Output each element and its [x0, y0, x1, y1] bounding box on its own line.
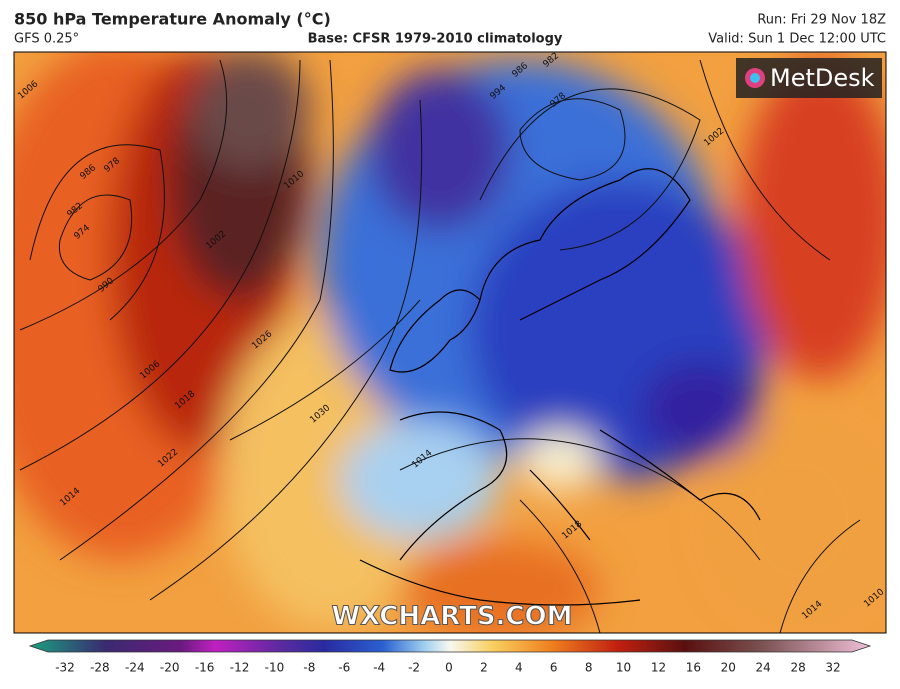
colorbar [28, 639, 872, 653]
map-border [13, 51, 887, 634]
colorbar-tick-label: -24 [125, 661, 145, 675]
colorbar-tick-label: -10 [265, 661, 285, 675]
colorbar-tick-label: 32 [825, 661, 840, 675]
colorbar-tick-label: -32 [55, 661, 75, 675]
colorbar-tick-label: 16 [686, 661, 701, 675]
colorbar-tick-label: 24 [756, 661, 771, 675]
colorbar-tick-label: -4 [373, 661, 385, 675]
logo-icon-center [750, 73, 760, 83]
colorbar-tick-label: -16 [195, 661, 215, 675]
colorbar-tick-label: 6 [550, 661, 558, 675]
colorbar-tick-label: 10 [616, 661, 631, 675]
colorbar-tick-label: 0 [445, 661, 453, 675]
colorbar-tick-label: 2 [480, 661, 488, 675]
model: GFS 0.25° [14, 32, 79, 47]
run: Run: Fri 29 Nov 18Z [757, 13, 886, 28]
colorbar-tick-label: -6 [338, 661, 350, 675]
colorbar-tick-label: 20 [721, 661, 736, 675]
colorbar-tick-label: 28 [790, 661, 805, 675]
colorbar-tick-label: 8 [585, 661, 593, 675]
colorbar-tick-label: 4 [515, 661, 523, 675]
colorbar-tick-label: -12 [230, 661, 250, 675]
colorbar-tick-label: -2 [408, 661, 420, 675]
title: 850 hPa Temperature Anomaly (°C) [14, 10, 331, 29]
colorbar-tick-label: -28 [90, 661, 110, 675]
colorbar-tick-label: -20 [160, 661, 180, 675]
colorbar-ticks: -32 -28 -24 -20 -16 -12 -10 -8 -6 -4 -2 0 2 4 6 8 10 12 16… [55, 661, 840, 675]
watermark: WXCHARTS.COM [331, 602, 572, 632]
colorbar-tick-label: -8 [303, 661, 315, 675]
logo-text: MetDesk [770, 64, 875, 92]
base: Base: CFSR 1979-2010 climatology [308, 32, 563, 47]
colorbar-tick-label: 12 [651, 661, 666, 675]
valid: Valid: Sun 1 Dec 12:00 UTC [708, 32, 886, 47]
